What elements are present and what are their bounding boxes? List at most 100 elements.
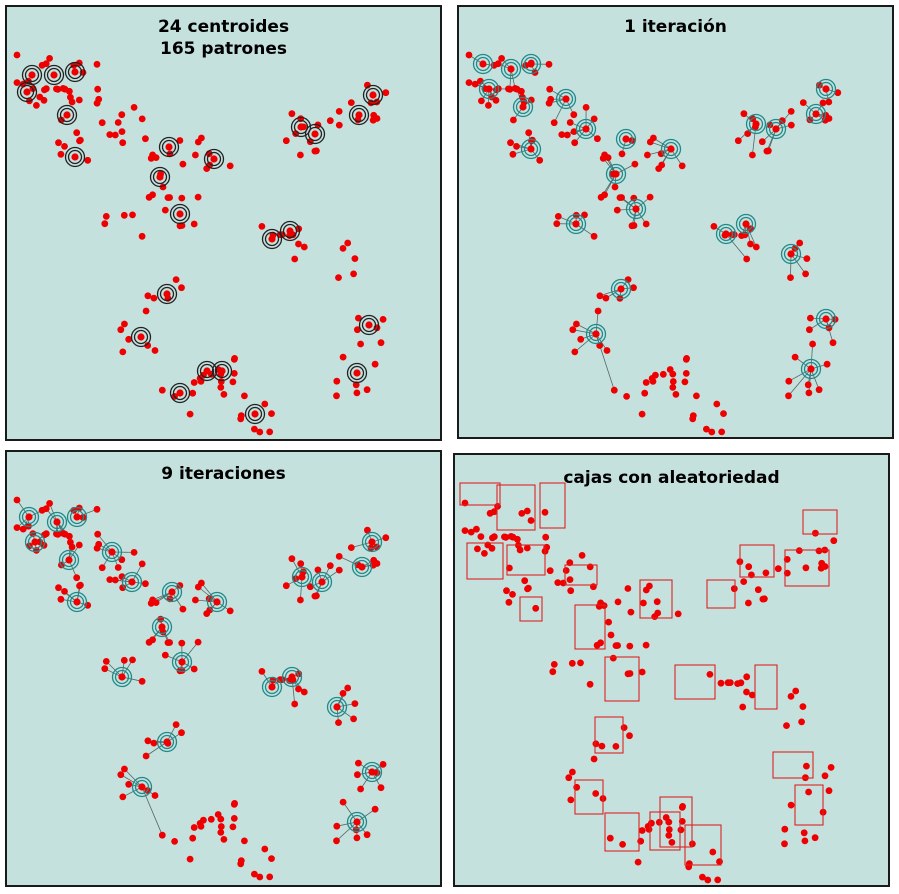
- centroid-ring: [745, 113, 767, 135]
- pattern-point: [467, 528, 475, 536]
- pattern-point: [261, 845, 269, 853]
- pattern-point: [151, 792, 159, 799]
- pattern-point: [566, 559, 574, 567]
- pattern-point: [485, 102, 492, 109]
- centroid-point: [368, 538, 376, 546]
- pattern-point: [582, 104, 590, 111]
- pattern-point: [503, 587, 510, 595]
- centroid-ring: [613, 281, 629, 297]
- pattern-point: [471, 80, 479, 88]
- centroid-ring: [307, 126, 323, 142]
- pattern-point: [229, 823, 237, 831]
- pattern-point: [119, 584, 127, 592]
- centroid-ring: [69, 509, 85, 525]
- random-box: [784, 549, 830, 587]
- pattern-point: [161, 206, 169, 214]
- pattern-point: [98, 119, 106, 127]
- assignment-link: [810, 368, 820, 390]
- centroid-point: [822, 85, 830, 93]
- pattern-point: [781, 825, 789, 833]
- pattern-point: [119, 139, 127, 147]
- pattern-point: [130, 104, 138, 111]
- pattern-point: [657, 150, 665, 158]
- pattern-point: [641, 389, 649, 397]
- assignment-link: [575, 223, 595, 237]
- centroid-ring: [803, 361, 819, 377]
- pattern-point: [46, 55, 53, 62]
- centroid-ring: [164, 584, 180, 600]
- pattern-point: [230, 370, 238, 377]
- pattern-point: [220, 836, 228, 843]
- centroid-ring: [171, 651, 193, 673]
- pattern-point: [590, 115, 598, 123]
- pattern-point: [800, 829, 808, 837]
- pattern-point: [179, 160, 187, 168]
- centroid-ring: [605, 163, 627, 185]
- centroid-point: [298, 573, 306, 581]
- pattern-point: [513, 143, 520, 150]
- pattern-point: [355, 759, 362, 767]
- centroid-point: [632, 205, 640, 213]
- pattern-point: [571, 348, 579, 356]
- pattern-point: [190, 220, 198, 228]
- pattern-point: [618, 150, 626, 158]
- pattern-point: [720, 410, 727, 417]
- centroid-point: [163, 290, 171, 298]
- pattern-point: [627, 608, 635, 616]
- pattern-point: [763, 147, 771, 155]
- pattern-point: [371, 360, 379, 368]
- centroid-ring: [481, 81, 497, 97]
- pattern-point: [363, 386, 371, 394]
- panel-title: 24 centroides 165 patrones: [7, 16, 440, 60]
- centroid-ring: [214, 363, 230, 379]
- pattern-point: [678, 818, 686, 825]
- pattern-point: [628, 222, 636, 230]
- pattern-point: [190, 824, 198, 831]
- pattern-point: [379, 761, 387, 768]
- centroid-point: [176, 210, 184, 218]
- centroid-point: [822, 315, 830, 323]
- pattern-point: [590, 232, 598, 240]
- centroid-ring: [264, 231, 280, 247]
- assignment-link: [201, 582, 218, 603]
- pattern-point: [326, 562, 334, 570]
- pattern-point: [73, 574, 81, 582]
- panel-random-boxes: cajas con aleatoriedad: [453, 453, 890, 887]
- pattern-point: [546, 85, 554, 93]
- pattern-point: [333, 837, 340, 845]
- assignment-link: [599, 288, 622, 297]
- pattern-point: [821, 772, 829, 780]
- pattern-point: [571, 139, 579, 147]
- pattern-point: [830, 537, 838, 545]
- pattern-point: [373, 560, 381, 567]
- pattern-point: [631, 160, 639, 168]
- pattern-point: [129, 211, 136, 219]
- pattern-point: [510, 116, 517, 124]
- pattern-point: [138, 232, 146, 240]
- pattern-point: [282, 137, 290, 145]
- centroid-point: [368, 768, 376, 776]
- pattern-point: [111, 576, 119, 584]
- centroid-point: [178, 658, 186, 666]
- pattern-point: [545, 60, 553, 68]
- pattern-point: [717, 679, 725, 687]
- pattern-point: [498, 55, 505, 62]
- random-box: [649, 811, 681, 851]
- pattern-point: [521, 577, 529, 585]
- centroid-ring: [114, 669, 130, 685]
- pattern-point: [120, 656, 128, 664]
- pattern-point: [353, 834, 361, 842]
- pattern-point: [638, 668, 646, 676]
- centroid-ring: [206, 151, 222, 167]
- pattern-point: [558, 131, 566, 138]
- centroid-point: [365, 321, 373, 329]
- pattern-point: [363, 831, 371, 839]
- pattern-point: [567, 587, 575, 595]
- pattern-point: [13, 524, 21, 531]
- centroid-ring: [161, 139, 177, 155]
- random-box: [496, 484, 536, 531]
- pattern-point: [740, 578, 748, 585]
- centroid-point: [203, 367, 211, 375]
- pattern-point: [152, 599, 160, 606]
- centroid-ring: [364, 764, 380, 780]
